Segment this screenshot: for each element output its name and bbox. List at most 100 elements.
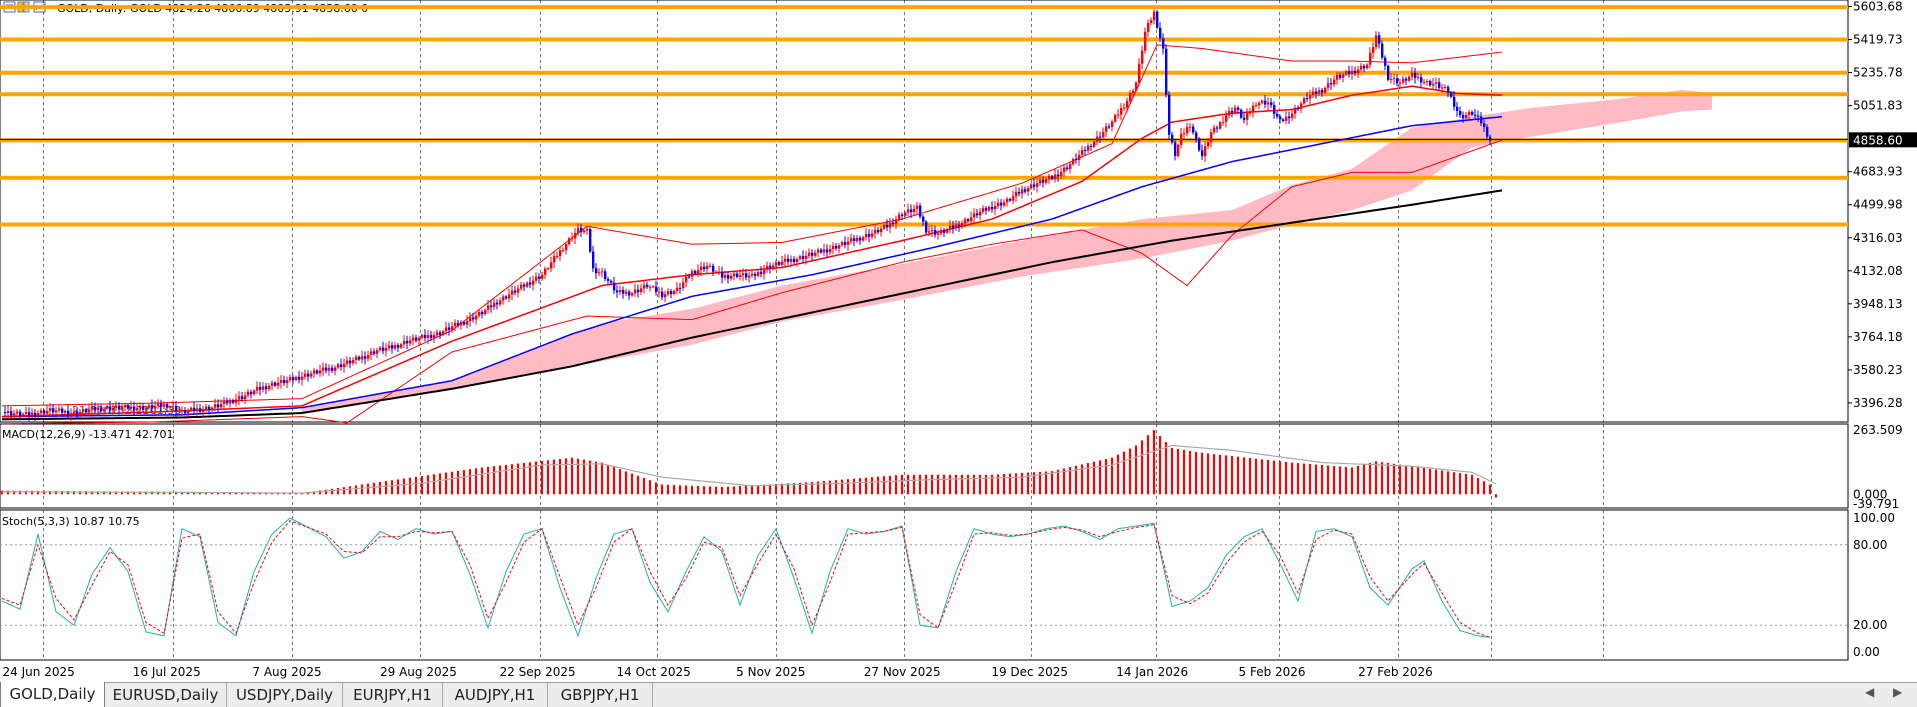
candle-body	[1228, 110, 1231, 116]
candle-body	[154, 405, 157, 409]
candle-body	[1486, 127, 1489, 137]
candle-body	[1057, 174, 1060, 177]
candle-body	[1153, 11, 1156, 21]
candle-body	[1291, 113, 1294, 119]
candle-body	[430, 335, 433, 339]
candle-body	[613, 282, 616, 291]
candle-body	[1273, 105, 1276, 114]
candle-body	[400, 344, 403, 348]
candle-body	[367, 355, 370, 359]
candle-body	[1177, 144, 1180, 157]
candle-body	[1384, 57, 1387, 66]
candle-body	[1102, 131, 1105, 138]
candle-body	[109, 406, 112, 411]
macd-axis-label: 0.000	[1853, 487, 1887, 501]
candle-body	[1411, 72, 1414, 77]
candle-body	[1117, 114, 1120, 116]
candle-body	[961, 223, 964, 227]
candle-body	[970, 217, 973, 222]
tab-scroll-right-icon[interactable]: ▶	[1893, 685, 1903, 699]
tab-usdjpy-daily[interactable]: USDJPY,Daily	[227, 683, 343, 707]
candle-body	[358, 356, 361, 360]
tab-audjpy-h1[interactable]: AUDJPY,H1	[443, 683, 548, 707]
chart-area[interactable]: GOLD, Daily: GOLD 4824.26 4866.89 4803.9…	[0, 0, 1917, 682]
candle-body	[736, 273, 739, 277]
candle-body	[982, 208, 985, 212]
candle-body	[868, 233, 871, 237]
candle-body	[907, 209, 910, 213]
candle-body	[991, 206, 994, 210]
candle-body	[1006, 198, 1009, 203]
candle-body	[475, 315, 478, 320]
candle-body	[142, 406, 145, 410]
candle-body	[301, 376, 304, 380]
candle-body	[532, 280, 535, 285]
candle-body	[1390, 79, 1393, 81]
candle-body	[1090, 145, 1093, 147]
candle-body	[610, 280, 613, 283]
candle-body	[871, 233, 874, 237]
candle-body	[151, 405, 154, 409]
candle-body	[943, 230, 946, 233]
price-axis-label: 5603.68	[1853, 0, 1903, 14]
candle-body	[1225, 115, 1228, 122]
tab-eurusd-daily[interactable]: EURUSD,Daily	[105, 683, 227, 707]
tab-gold-daily[interactable]: GOLD,Daily	[0, 682, 105, 707]
candle-body	[1381, 43, 1384, 58]
tab-gbpjpy-h1[interactable]: GBPJPY,H1	[548, 683, 653, 707]
candle-body	[754, 273, 757, 276]
candle-body	[562, 250, 565, 252]
candle-body	[1246, 113, 1249, 120]
tab-scroll-left-icon[interactable]: ◀	[1865, 685, 1875, 699]
candle-body	[892, 222, 895, 224]
candle-body	[1471, 111, 1474, 115]
candle-body	[643, 284, 646, 289]
candle-body	[331, 367, 334, 371]
chart-tabs: GOLD,Daily EURUSD,Daily USDJPY,Daily EUR…	[0, 682, 1917, 707]
candle-body	[640, 288, 643, 292]
ichimoku-cloud	[302, 89, 1712, 414]
candle-body	[190, 407, 193, 411]
candle-body	[718, 271, 721, 273]
candle-body	[1012, 196, 1015, 201]
tab-eurjpy-h1[interactable]: EURJPY,H1	[343, 683, 443, 707]
price-axis-label: 3948.13	[1853, 297, 1903, 311]
candle-body	[559, 250, 562, 257]
candle-body	[955, 224, 958, 229]
candle-body	[1426, 80, 1429, 82]
candle-body	[1423, 81, 1426, 83]
candle-body	[865, 233, 868, 238]
macd-axis-label: 263.509	[1853, 423, 1903, 437]
candle-body	[1123, 107, 1126, 109]
candle-body	[826, 249, 829, 253]
price-axis-label: 3580.23	[1853, 363, 1903, 377]
candle-body	[421, 334, 424, 338]
candle-body	[796, 259, 799, 262]
candle-body	[436, 332, 439, 336]
candle-body	[388, 345, 391, 349]
candle-body	[364, 356, 367, 359]
candle-body	[1441, 87, 1444, 89]
candle-body	[1030, 184, 1033, 189]
candle-body	[1300, 103, 1303, 109]
candle-body	[1309, 94, 1312, 99]
candle-body	[1189, 126, 1192, 128]
candle-body	[268, 385, 271, 390]
stoch-signal-line	[1, 520, 1491, 638]
candle-body	[685, 276, 688, 283]
candle-body	[817, 249, 820, 253]
stoch-label: Stoch(5,3,3) 10.87 10.75	[2, 515, 140, 528]
candle-body	[202, 409, 205, 412]
candle-body	[1432, 83, 1435, 86]
candle-body	[124, 404, 127, 408]
candle-body	[934, 230, 937, 235]
candle-body	[295, 376, 298, 380]
candle-body	[802, 256, 805, 259]
candle-body	[832, 245, 835, 250]
candle-body	[1459, 110, 1462, 116]
candle-body	[1276, 113, 1279, 117]
candle-body	[1195, 132, 1198, 139]
candle-body	[535, 276, 538, 281]
candle-body	[1336, 75, 1339, 80]
candle-body	[682, 282, 685, 289]
